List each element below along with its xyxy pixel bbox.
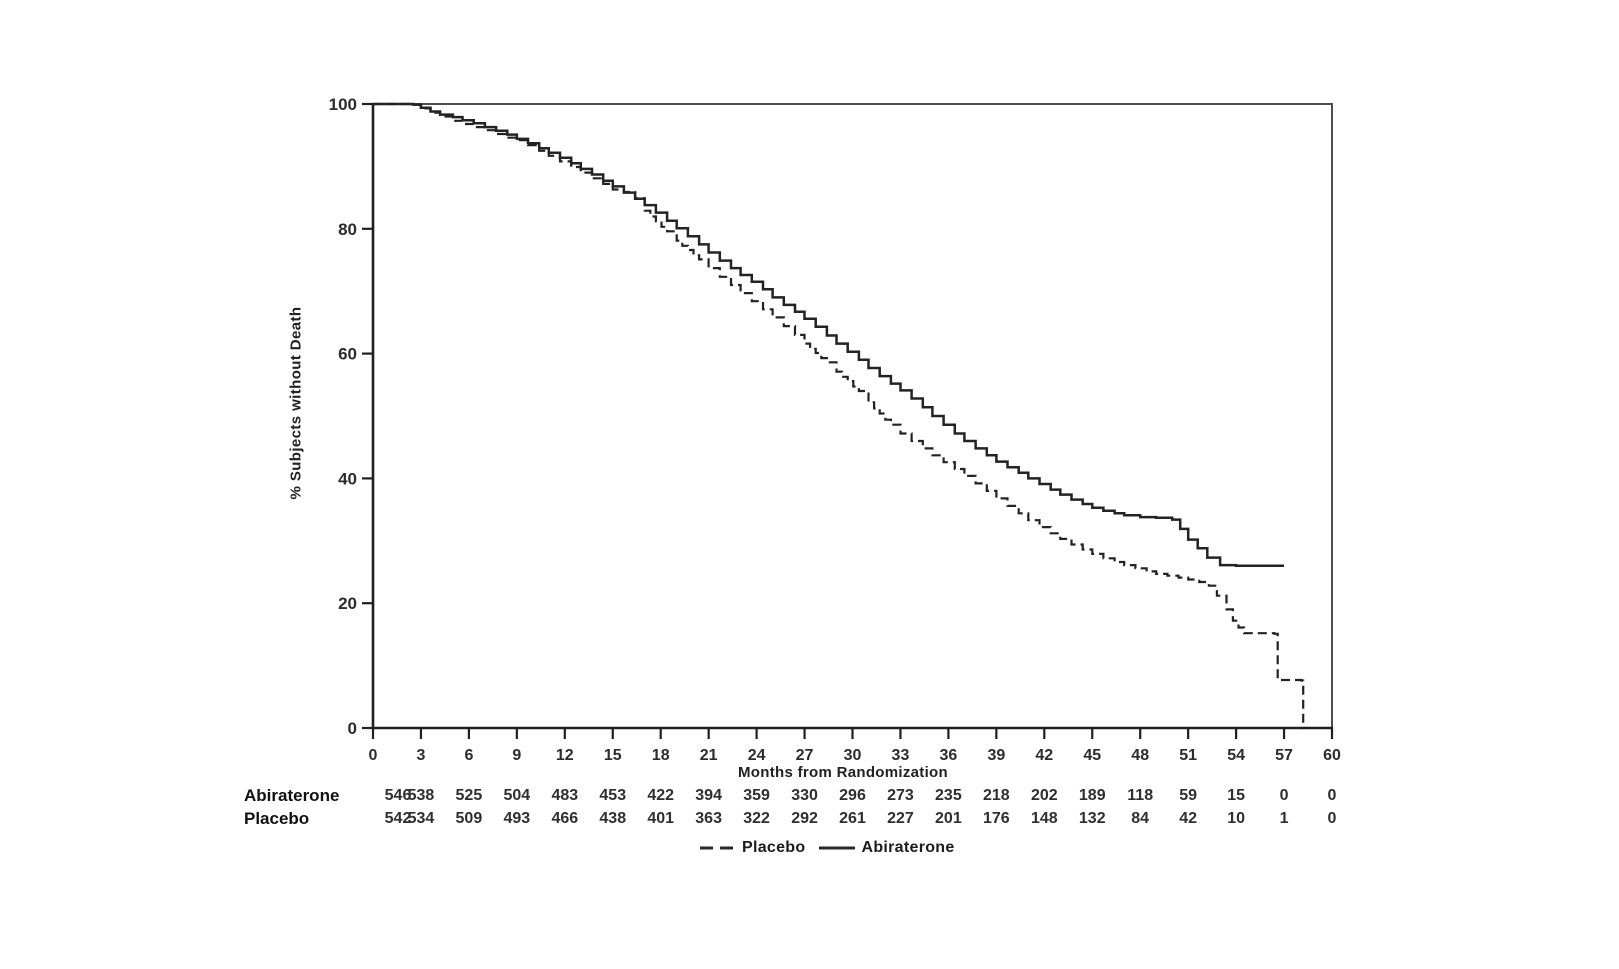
x-tick-label: 9 [512,747,521,764]
legend-line-sample-solid [819,846,856,850]
x-tick-label: 42 [1035,747,1053,764]
at-risk-value: 292 [791,810,818,827]
x-tick-label: 54 [1227,747,1245,764]
at-risk-row-placebo: Placebo 542 534 509 493 466 438 401 363 322 292 261… [0,809,1619,831]
at-risk-value: 202 [1030,787,1058,804]
at-risk-value: 322 [743,810,770,827]
at-risk-value: 261 [839,810,866,827]
at-risk-value: 453 [599,787,627,804]
at-risk-value: 132 [1078,810,1106,827]
at-risk-value: 394 [695,787,722,804]
x-tick-label: 33 [892,747,910,764]
y-tick-label: 0 [348,719,357,738]
legend-label: Abiraterone [861,839,955,856]
km-curve-placebo [373,102,1305,730]
x-tick-label: 21 [700,747,718,764]
at-risk-value: 538 [407,787,435,804]
x-tick-label: 6 [464,747,473,764]
at-risk-value: 201 [935,810,962,827]
legend-item-abiraterone: Abiraterone [819,839,954,857]
at-risk-value: 493 [503,810,531,827]
y-tick-label: 20 [338,594,357,613]
x-tick-label: 18 [652,747,670,764]
at-risk-value: 525 [455,787,483,804]
at-risk-value: 1 [1279,810,1289,827]
x-tick-label: 15 [604,747,622,764]
at-risk-value: 401 [647,810,675,827]
at-risk-value: 0 [1327,787,1337,804]
at-risk-value: 363 [695,810,722,827]
x-tick-label: 45 [1083,747,1101,764]
x-tick-label: 3 [416,747,425,764]
at-risk-value: 15 [1227,787,1245,804]
x-tick-label: 24 [748,747,766,764]
legend-label: Placebo [742,839,806,856]
x-tick-label: 39 [987,747,1005,764]
y-tick-label: 80 [338,220,357,239]
x-tick-label: 60 [1323,747,1341,764]
at-risk-value: 0 [1327,810,1337,827]
km-curve-abiraterone [373,102,1284,568]
at-risk-value: 546 [384,787,412,804]
at-risk-value: 189 [1078,787,1106,804]
y-tick-label: 60 [338,345,357,364]
x-tick-label: 27 [796,747,814,764]
at-risk-row-label: Placebo [244,809,310,828]
at-risk-value: 330 [791,787,818,804]
at-risk-value: 0 [1279,787,1289,804]
at-risk-value: 273 [887,787,914,804]
legend: Placebo Abiraterone [700,836,955,860]
at-risk-value: 59 [1179,787,1198,804]
x-tick-label: 57 [1275,747,1293,764]
at-risk-value: 296 [839,787,866,804]
at-risk-value: 227 [887,810,914,827]
y-tick-label: 100 [329,95,357,114]
at-risk-value: 438 [599,810,627,827]
at-risk-value: 148 [1030,810,1058,827]
at-risk-value: 483 [551,787,579,804]
legend-line-sample-dashed [700,846,736,850]
x-tick-label: 51 [1179,747,1197,764]
x-tick-label: 48 [1131,747,1149,764]
at-risk-row-label: Abiraterone [244,786,340,805]
at-risk-value: 10 [1227,810,1245,827]
at-risk-value: 218 [982,787,1010,804]
at-risk-value: 534 [407,810,435,827]
legend-item-placebo: Placebo [700,839,805,857]
at-risk-value: 422 [647,787,675,804]
plot-frame [372,103,1333,729]
at-risk-value: 235 [935,787,962,804]
at-risk-value: 504 [503,787,531,804]
at-risk-value: 84 [1131,810,1150,827]
at-risk-value: 42 [1179,810,1198,827]
x-tick-label: 12 [556,747,574,764]
at-risk-value: 466 [551,810,579,827]
at-risk-value: 176 [982,810,1010,827]
at-risk-value: 359 [743,787,770,804]
x-tick-label: 36 [940,747,958,764]
x-axis-title: Months from Randomization [738,764,948,781]
at-risk-row-abiraterone: Abiraterone 546 538 525 504 483 453 422 394 359 33… [0,786,1619,808]
at-risk-value: 118 [1127,787,1154,804]
at-risk-value: 542 [384,810,412,827]
at-risk-value: 509 [455,810,483,827]
y-tick-label: 40 [338,469,357,488]
x-tick-label: 0 [369,747,378,764]
x-tick-label: 30 [844,747,862,764]
y-axis-title: % Subjects without Death [287,306,305,500]
